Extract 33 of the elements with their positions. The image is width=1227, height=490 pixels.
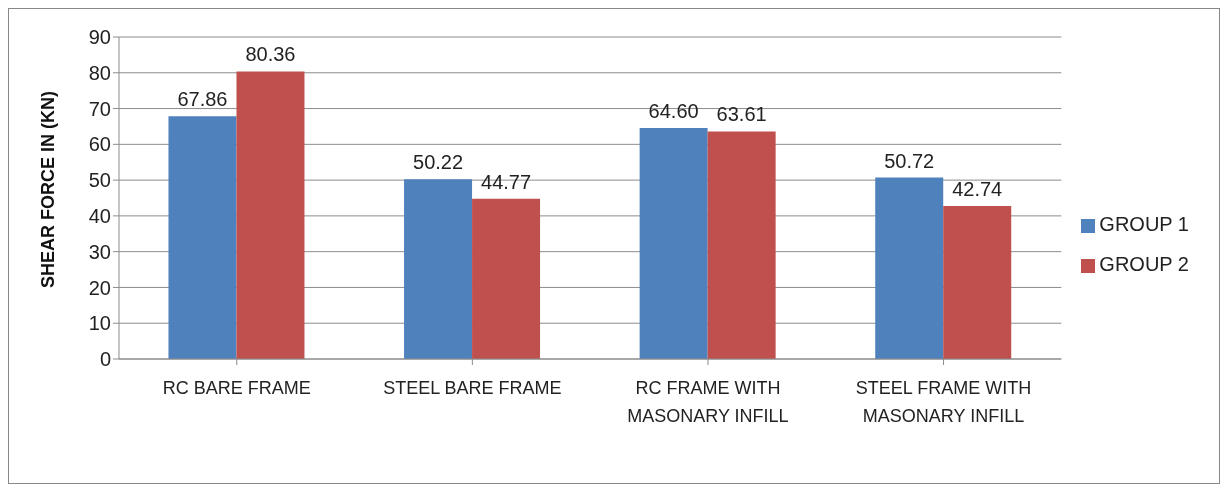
y-tick-label: 30 — [88, 240, 111, 263]
data-label: 50.22 — [413, 151, 464, 174]
legend-label: GROUP 2 — [1099, 253, 1189, 275]
bar — [639, 127, 708, 359]
x-tick-label: STEEL FRAME WITH MASONARY INFILL — [855, 377, 1032, 426]
bar — [707, 131, 776, 359]
x-tick-label: RC BARE FRAME — [162, 377, 311, 398]
bar — [404, 179, 473, 359]
y-tick-label: 90 — [88, 26, 111, 49]
y-tick-label: 60 — [88, 133, 111, 156]
y-axis-title: SHEAR FORCE IN (KN) — [38, 91, 59, 288]
bar — [875, 177, 944, 359]
y-tick-label: 10 — [88, 312, 111, 335]
data-label: 42.74 — [952, 178, 1003, 201]
data-label: 80.36 — [245, 43, 296, 66]
legend-label: GROUP 1 — [1099, 213, 1189, 235]
data-label: 44.77 — [481, 170, 532, 193]
y-tick-label: 0 — [99, 348, 111, 371]
data-label: 63.61 — [716, 103, 767, 126]
bar — [236, 71, 305, 359]
bar — [943, 206, 1012, 359]
data-label: 50.72 — [884, 149, 935, 172]
data-label: 64.60 — [648, 99, 699, 122]
y-tick-label: 70 — [88, 97, 111, 120]
bar — [472, 198, 541, 359]
y-tick-label: 40 — [88, 204, 111, 227]
x-tick-label: RC FRAME WITH MASONARY INFILL — [627, 377, 789, 426]
y-tick-label: 20 — [88, 276, 111, 299]
data-label: 67.86 — [177, 88, 228, 111]
bar — [168, 116, 237, 359]
y-tick-label: 80 — [88, 61, 111, 84]
y-tick-label: 50 — [88, 169, 111, 192]
x-tick-label: STEEL BARE FRAME — [383, 377, 562, 398]
